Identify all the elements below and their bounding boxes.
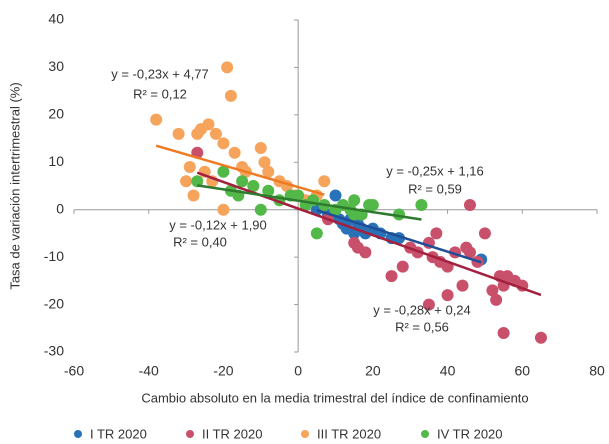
- point: [217, 137, 230, 150]
- y-tick-label: 30: [48, 58, 64, 74]
- point: [486, 284, 499, 297]
- point: [209, 127, 222, 140]
- point: [191, 175, 204, 188]
- point: [224, 89, 237, 102]
- point: [247, 180, 260, 192]
- legend-swatch: [74, 430, 82, 438]
- y-tick-label: 20: [48, 106, 64, 122]
- x-tick-label: 40: [440, 363, 456, 379]
- y-tick-label: 0: [56, 200, 64, 216]
- trend-r2: R² = 0,12: [133, 86, 187, 101]
- point: [183, 161, 196, 174]
- legend-label: II TR 2020: [202, 426, 262, 441]
- trend-equation: y = -0,23x + 4,77: [111, 66, 209, 81]
- trend-equation: y = -0,28x + 0,24: [373, 302, 471, 317]
- point: [422, 298, 435, 311]
- legend-label: IV TR 2020: [437, 426, 503, 441]
- x-tick-label: 60: [514, 363, 530, 379]
- point: [172, 127, 185, 140]
- point: [180, 175, 193, 188]
- trend-equation: y = -0,25x + 1,16: [386, 163, 484, 178]
- point: [534, 331, 547, 344]
- point: [262, 165, 275, 178]
- point: [329, 189, 342, 202]
- point: [366, 198, 379, 211]
- point: [217, 203, 230, 216]
- point: [497, 327, 510, 340]
- point: [262, 184, 275, 197]
- trend-r2: R² = 0,40: [173, 234, 227, 249]
- y-tick-label: -30: [44, 343, 64, 359]
- point: [187, 189, 200, 202]
- y-tick-label: -20: [44, 295, 64, 311]
- point: [202, 118, 215, 131]
- point: [221, 61, 234, 74]
- x-tick-label: 20: [365, 363, 381, 379]
- point: [348, 194, 361, 207]
- point: [150, 113, 163, 126]
- point: [463, 246, 476, 259]
- x-tick-label: -40: [139, 363, 159, 379]
- point: [318, 175, 331, 188]
- point: [217, 165, 230, 178]
- point: [385, 270, 398, 283]
- x-tick-label: 0: [294, 363, 302, 379]
- trend-line: [316, 208, 482, 264]
- point: [463, 198, 476, 211]
- y-tick-label: -10: [44, 248, 64, 264]
- legend-swatch: [421, 430, 429, 438]
- trend-line: [197, 184, 422, 221]
- legend-swatch: [301, 430, 309, 438]
- legend-swatch: [186, 430, 194, 438]
- trend-r2: R² = 0,59: [408, 181, 462, 196]
- x-tick-label: -20: [213, 363, 233, 379]
- point: [456, 279, 469, 292]
- point: [254, 203, 267, 216]
- x-tick-label: 80: [589, 363, 605, 379]
- x-tick-label: -60: [64, 363, 84, 379]
- point: [441, 289, 454, 302]
- y-axis-label: Tasa de variación intertrimestral (%): [7, 82, 22, 289]
- point: [490, 293, 503, 306]
- point: [310, 227, 323, 240]
- point: [430, 227, 443, 240]
- trend-line: [155, 144, 325, 196]
- legend-label: I TR 2020: [90, 426, 147, 441]
- point: [228, 146, 241, 159]
- x-axis-label: Cambio absoluto en la media trimestral d…: [141, 390, 528, 405]
- y-tick-label: 40: [48, 11, 64, 27]
- point: [236, 175, 249, 188]
- point: [396, 260, 409, 273]
- point: [415, 198, 428, 211]
- point: [359, 246, 372, 259]
- y-tick-label: 10: [48, 153, 64, 169]
- point: [254, 142, 267, 155]
- point: [478, 227, 491, 240]
- point: [258, 156, 271, 169]
- trend-equation: y = -0,12x + 1,90: [169, 217, 267, 232]
- point: [292, 189, 305, 202]
- trend-r2: R² = 0,56: [395, 319, 449, 334]
- legend-label: III TR 2020: [317, 426, 381, 441]
